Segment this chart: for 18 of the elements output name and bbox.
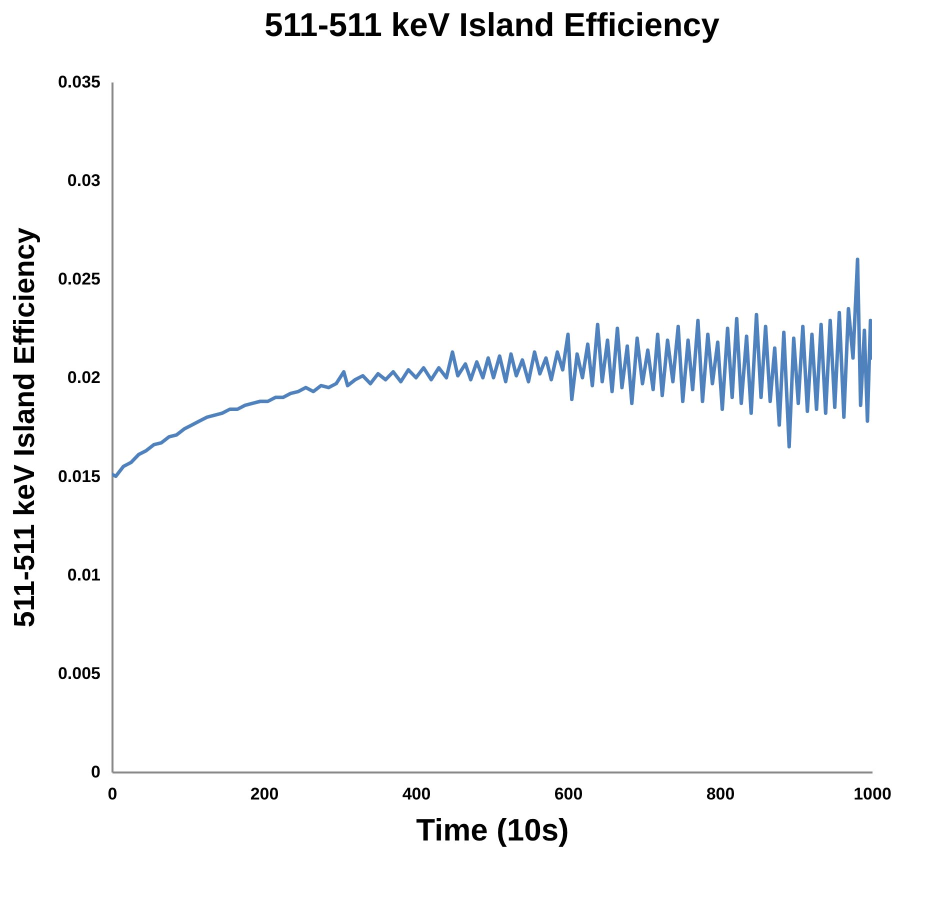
x-tick-label: 1000 [854,784,892,804]
y-axis-title: 511-511 keV Island Efficiency [8,228,41,628]
line-series [112,258,872,478]
y-tick-label: 0.02 [67,368,100,388]
x-tick-label: 0 [108,784,118,804]
y-tick-label: 0.015 [58,466,100,486]
y-tick-label: 0.005 [58,664,100,683]
y-tick-label: 0.03 [67,171,100,190]
y-tick-label: 0 [91,762,100,782]
x-tick-label: 800 [706,784,735,804]
x-tick-label: 600 [554,784,583,804]
y-tick-label: 0.035 [58,72,100,92]
y-tick-label: 0.025 [58,270,100,289]
y-tick-label: 0.01 [67,565,100,584]
x-tick-label: 200 [250,784,279,804]
chart-title: 511-511 keV Island Efficiency [264,6,720,43]
x-tick-label: 400 [402,784,431,804]
x-axis-title: Time (10s) [416,812,569,848]
